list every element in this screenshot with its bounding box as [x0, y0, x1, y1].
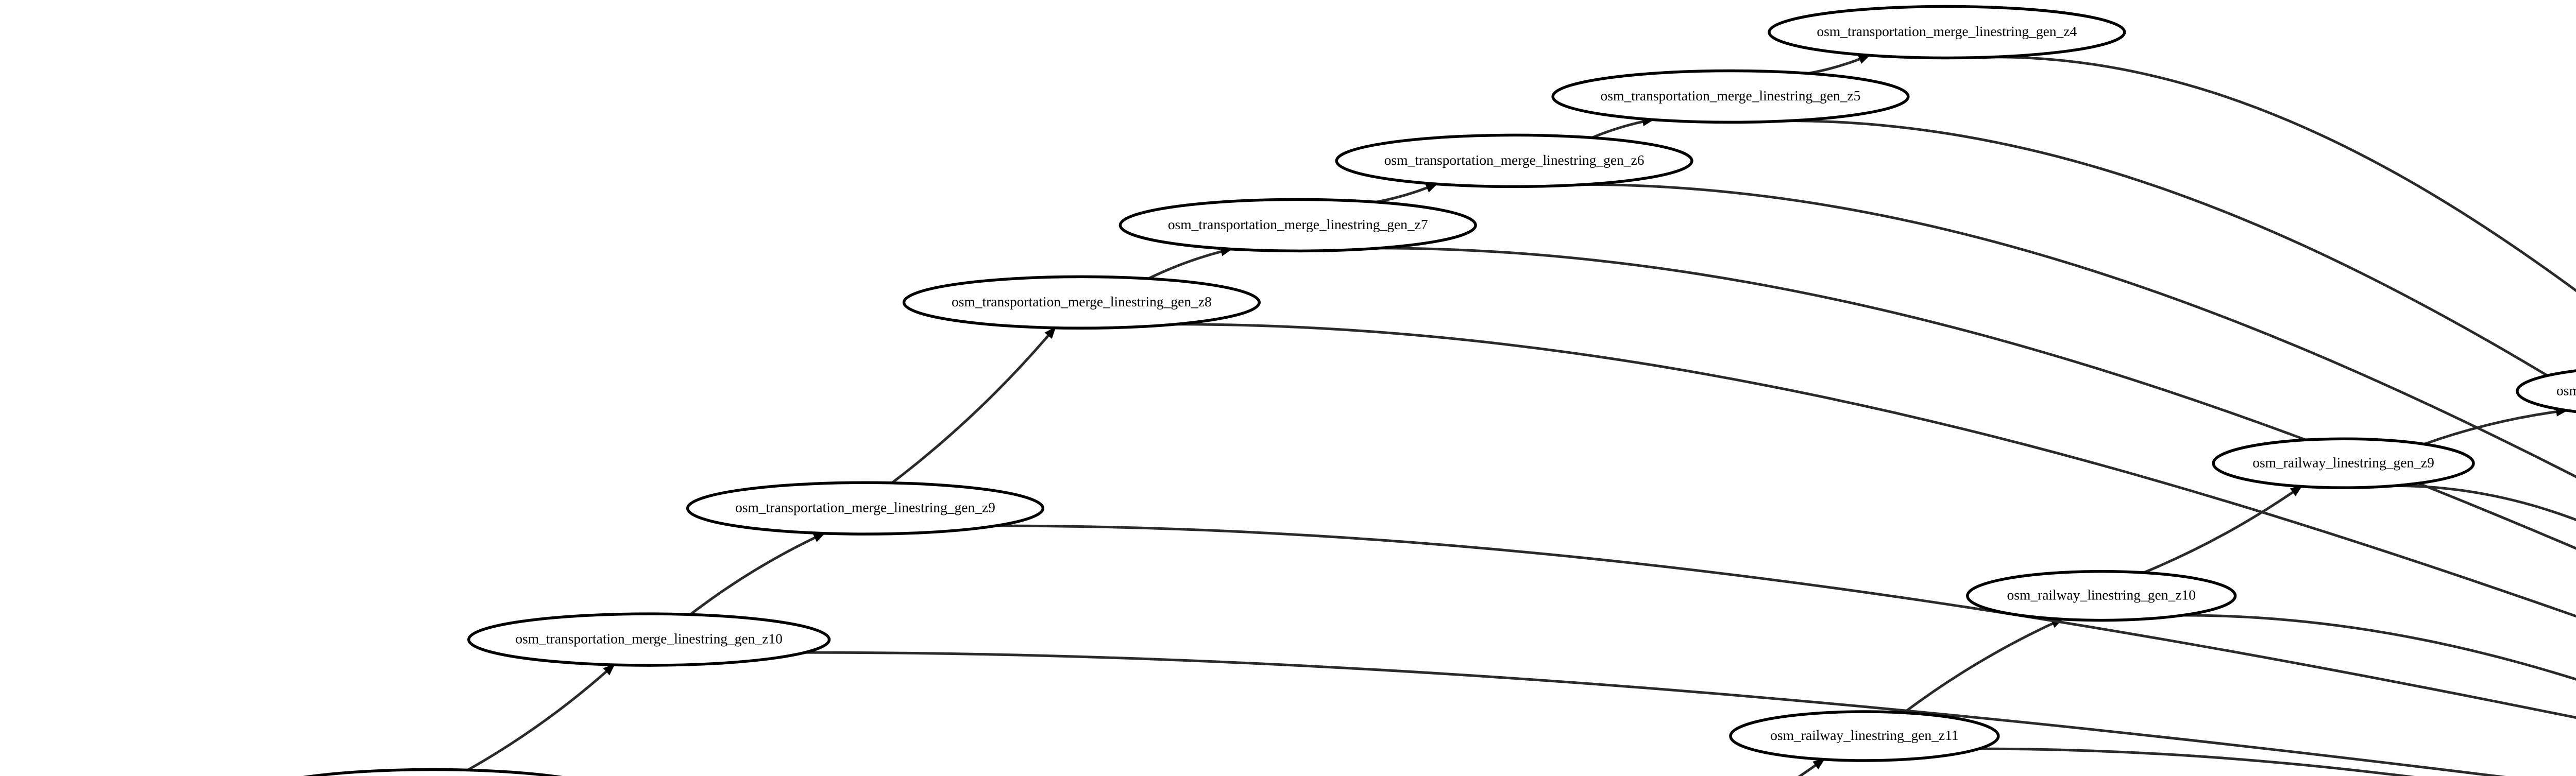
graph-edge — [891, 326, 1056, 484]
graph-edge — [2182, 614, 2576, 681]
graph-node-osm-railway-linestring-gen-z9[interactable]: osm_railway_linestring_gen_z9 — [2212, 437, 2475, 489]
graph-node-osm-transportation-merge-linestring-gen-z6[interactable]: osm_transportation_merge_linestring_gen_… — [1335, 133, 1693, 188]
graph-edge — [2394, 484, 2576, 522]
graph-edge — [1147, 247, 1233, 280]
node-label: osm_transportation_merge_linestring_gen_… — [1817, 24, 2077, 39]
graph-edge — [467, 663, 616, 771]
node-shape — [2212, 437, 2475, 489]
graph-node-osm-transportation-merge-linestring-gen-z8[interactable]: osm_transportation_merge_linestring_gen_… — [902, 275, 1261, 330]
graph-node-osm-railway-linestring-gen-z11[interactable]: osm_railway_linestring_gen_z11 — [1729, 710, 2000, 762]
node-shape — [2516, 369, 2576, 413]
graph-node-osm-transportation-merge-linestring-gen-z4[interactable]: osm_transportation_merge_linestring_gen_… — [1768, 5, 2126, 60]
node-shape — [1729, 710, 2000, 762]
node-label: osm_transportation_merge_linestring_gen_… — [1384, 152, 1645, 168]
node-shape — [1551, 69, 1910, 124]
node-shape — [1768, 5, 2126, 60]
node-shape — [1118, 198, 1477, 253]
graph-edge — [2143, 485, 2303, 574]
graph-edge — [1175, 323, 2576, 618]
graph-edge — [1591, 116, 1655, 139]
graph-node-osm-transportation-merge-linestring-gen-z11[interactable]: osm_transportation_merge_linestring_gen_… — [252, 768, 613, 776]
node-label: osm_transportation_merge_linestring_gen_… — [735, 500, 995, 515]
graph-node-osm-transportation-merge-linestring-gen-z9[interactable]: osm_transportation_merge_linestring_gen_… — [686, 481, 1045, 536]
graph-edge — [1375, 183, 1438, 203]
node-shape — [686, 481, 1045, 536]
graph-node-osm-railway-linestring-gen-z8[interactable]: osm_railway_linestring_gen_z8 — [2516, 367, 2576, 416]
graph-edge — [1798, 758, 1825, 776]
nodes-layer: imposm3osm_highway_linestringhighway_poi… — [252, 5, 2576, 776]
node-label: osm_transportation_merge_linestring_gen_… — [952, 294, 1212, 309]
node-shape — [303, 768, 563, 776]
graph-edge — [1903, 618, 2064, 714]
graph-edge — [1808, 54, 1871, 75]
node-label: osm_railway_linestring_gen_z8 — [2556, 383, 2576, 398]
edges-layer — [467, 54, 2576, 776]
node-label: osm_transportation_merge_linestring_gen_… — [1168, 217, 1428, 232]
node-label: osm_railway_linestring_gen_z11 — [1770, 728, 1958, 743]
node-shape — [1335, 133, 1693, 188]
graph-edge — [1979, 747, 2415, 776]
node-label: osm_transportation_merge_linestring_gen_… — [1601, 88, 1861, 104]
node-label: osm_railway_linestring_gen_z10 — [2007, 588, 2196, 603]
graph-edge — [1378, 247, 2576, 550]
graph-edge — [689, 532, 826, 616]
node-shape — [902, 275, 1261, 330]
graph-node-osm-transportation-merge-linestring-gen-z7[interactable]: osm_transportation_merge_linestring_gen_… — [1118, 198, 1477, 253]
graph-edge — [1789, 119, 2576, 395]
graph-node-osm-railway-linestring-gen-z10[interactable]: osm_railway_linestring_gen_z10 — [1966, 570, 2237, 622]
node-label: osm_railway_linestring_gen_z9 — [2252, 455, 2434, 470]
node-shape — [467, 612, 831, 667]
graph-node-osm-transportation-merge-linestring-gen-z10[interactable]: osm_transportation_merge_linestring_gen_… — [467, 612, 831, 667]
graph-node-osm-transportation-merge-linestring-gen-z5[interactable]: osm_transportation_merge_linestring_gen_… — [1551, 69, 1910, 124]
graph-edge — [805, 651, 2506, 776]
graph-edge — [1994, 56, 2576, 292]
graph-edge — [1583, 183, 2576, 478]
node-shape — [1966, 570, 2237, 622]
node-label: osm_transportation_merge_linestring_gen_… — [515, 631, 783, 647]
graph-edge — [995, 524, 2576, 719]
